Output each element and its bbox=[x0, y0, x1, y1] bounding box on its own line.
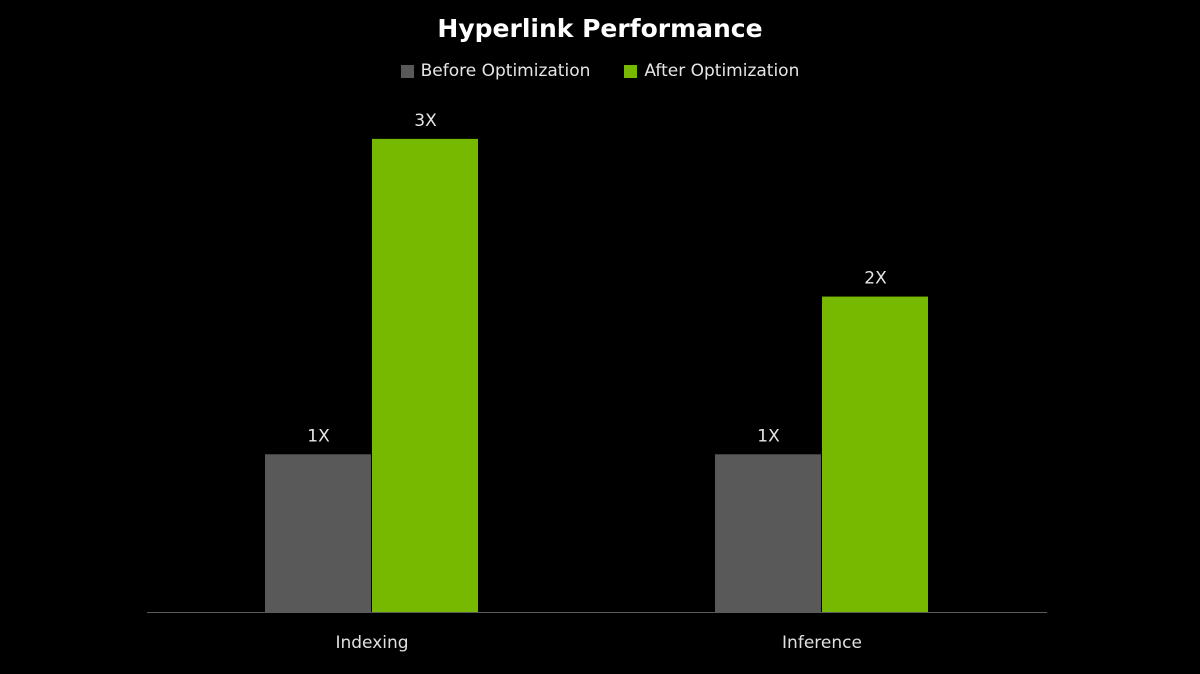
x-tick-label: Inference bbox=[782, 633, 862, 653]
legend-item-before: Before Optimization bbox=[400, 61, 591, 81]
legend: Before Optimization After Optimization bbox=[0, 61, 1200, 81]
bar-indexing-before bbox=[265, 454, 371, 612]
bar-indexing-after bbox=[372, 138, 478, 612]
x-tick-label: Indexing bbox=[335, 633, 408, 653]
legend-swatch-before bbox=[400, 64, 414, 78]
legend-swatch-after bbox=[624, 64, 638, 78]
legend-label-after: After Optimization bbox=[644, 61, 800, 81]
legend-item-after: After Optimization bbox=[624, 61, 799, 81]
legend-label-before: Before Optimization bbox=[420, 61, 591, 81]
data-label: 1X bbox=[757, 426, 780, 446]
data-label: 1X bbox=[307, 426, 330, 446]
chart-title: Hyperlink Performance bbox=[437, 14, 763, 43]
data-label: 2X bbox=[864, 269, 887, 289]
bar-inference-before bbox=[715, 454, 821, 612]
data-label: 3X bbox=[414, 111, 437, 131]
bar-inference-after bbox=[822, 296, 928, 612]
